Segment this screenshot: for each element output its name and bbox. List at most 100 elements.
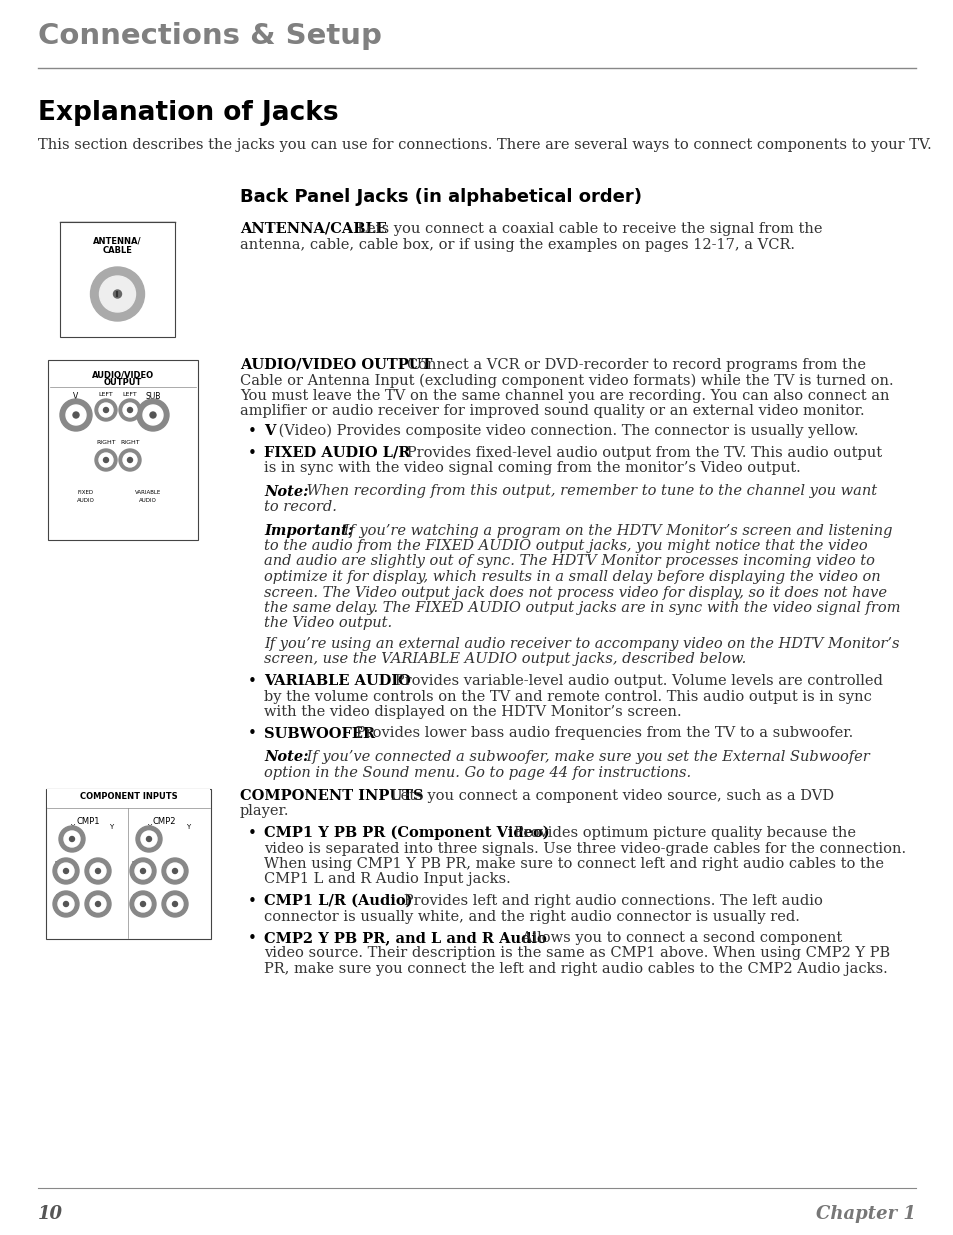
Text: OUTPUT: OUTPUT (104, 378, 142, 387)
Circle shape (135, 897, 151, 911)
Text: Provides fixed-level audio output from the TV. This audio output: Provides fixed-level audio output from t… (393, 446, 882, 459)
Text: If you’ve connected a subwoofer, make sure you set the External Subwoofer: If you’ve connected a subwoofer, make su… (302, 750, 869, 764)
Text: AUDIO: AUDIO (139, 498, 157, 503)
Text: SUBWOOFER: SUBWOOFER (264, 726, 375, 741)
Circle shape (60, 399, 91, 431)
Text: AUDIO/VIDEO OUTPUT: AUDIO/VIDEO OUTPUT (240, 358, 432, 372)
Bar (47, 789, 210, 806)
Text: When recording from this output, remember to tune to the channel you want: When recording from this output, remembe… (302, 484, 876, 499)
Circle shape (140, 902, 146, 906)
Circle shape (95, 868, 100, 873)
Circle shape (64, 831, 80, 847)
Text: PR, make sure you connect the left and right audio cables to the CMP2 Audio jack: PR, make sure you connect the left and r… (264, 962, 887, 976)
Text: L: L (172, 861, 176, 867)
Text: Provides optimum picture quality because the: Provides optimum picture quality because… (499, 826, 855, 840)
Text: CMP1 Y PB PR (Component Video): CMP1 Y PB PR (Component Video) (264, 826, 549, 840)
Text: Pb: Pb (54, 861, 63, 867)
Circle shape (172, 868, 177, 873)
Circle shape (58, 897, 74, 911)
Circle shape (58, 863, 74, 879)
Text: Lets you connect a coaxial cable to receive the signal from the: Lets you connect a coaxial cable to rece… (348, 222, 821, 236)
Circle shape (53, 858, 79, 884)
Circle shape (135, 863, 151, 879)
Text: AUDIO/VIDEO: AUDIO/VIDEO (91, 370, 153, 379)
Text: This section describes the jacks you can use for connections. There are several : This section describes the jacks you can… (38, 138, 931, 152)
Text: •: • (248, 446, 256, 461)
Circle shape (136, 826, 162, 852)
Text: Provides lower bass audio frequencies from the TV to a subwoofer.: Provides lower bass audio frequencies fr… (341, 726, 852, 741)
Text: to record.: to record. (264, 500, 336, 514)
Text: SUB: SUB (145, 391, 160, 401)
Text: player.: player. (240, 804, 289, 819)
Bar (60, 222, 174, 337)
Text: (Video) Provides composite video connection. The connector is usually yellow.: (Video) Provides composite video connect… (274, 424, 858, 438)
Text: connector is usually white, and the right audio connector is usually red.: connector is usually white, and the righ… (264, 909, 799, 924)
Text: LEFT: LEFT (98, 391, 113, 396)
Circle shape (150, 412, 156, 417)
Circle shape (85, 890, 111, 918)
Circle shape (64, 902, 69, 906)
Circle shape (91, 267, 144, 321)
Text: If you’re watching a program on the HDTV Monitor’s screen and listening: If you’re watching a program on the HDTV… (338, 524, 892, 537)
Text: FIXED AUDIO L/R: FIXED AUDIO L/R (264, 446, 410, 459)
Text: CMP1 L/R (Audio): CMP1 L/R (Audio) (264, 894, 412, 908)
Text: Chapter 1: Chapter 1 (815, 1205, 915, 1223)
Text: •: • (248, 931, 256, 946)
Text: Note:: Note: (264, 750, 308, 764)
Text: When using CMP1 Y PB PR, make sure to connect left and right audio cables to the: When using CMP1 Y PB PR, make sure to co… (264, 857, 883, 871)
Circle shape (143, 405, 163, 425)
Circle shape (128, 408, 132, 412)
Circle shape (103, 408, 109, 412)
Circle shape (95, 902, 100, 906)
Text: •: • (248, 894, 256, 909)
Bar (48, 359, 198, 540)
Circle shape (137, 399, 169, 431)
Circle shape (73, 412, 79, 417)
Text: Lets you connect a component video source, such as a DVD: Lets you connect a component video sourc… (376, 789, 833, 803)
Circle shape (90, 897, 106, 911)
Circle shape (99, 453, 112, 467)
Circle shape (123, 453, 137, 467)
Circle shape (130, 858, 156, 884)
Text: If you’re using an external audio receiver to accompany video on the HDTV Monito: If you’re using an external audio receiv… (264, 637, 899, 651)
Circle shape (123, 403, 137, 417)
Text: to the audio from the FIXED AUDIO output jacks, you might notice that the video: to the audio from the FIXED AUDIO output… (264, 538, 866, 553)
Text: Note:: Note: (264, 484, 308, 499)
Text: amplifier or audio receiver for improved sound quality or an external video moni: amplifier or audio receiver for improved… (240, 405, 863, 419)
Circle shape (162, 858, 188, 884)
Circle shape (53, 890, 79, 918)
Circle shape (64, 868, 69, 873)
Circle shape (167, 863, 183, 879)
Text: COMPONENT INPUTS: COMPONENT INPUTS (240, 789, 423, 803)
Text: CMP2: CMP2 (152, 818, 175, 826)
Text: Allows you to connect a second component: Allows you to connect a second component (507, 931, 841, 945)
Text: VARIABLE AUDIO: VARIABLE AUDIO (264, 674, 411, 688)
Text: RIGHT: RIGHT (120, 440, 140, 445)
Circle shape (103, 457, 109, 462)
Circle shape (70, 836, 74, 841)
Text: CMP1 L and R Audio Input jacks.: CMP1 L and R Audio Input jacks. (264, 872, 510, 887)
Text: antenna, cable, cable box, or if using the examples on pages 12-17, a VCR.: antenna, cable, cable box, or if using t… (240, 238, 794, 252)
Circle shape (59, 826, 85, 852)
Circle shape (119, 450, 141, 471)
Text: video is separated into three signals. Use three video-grade cables for the conn: video is separated into three signals. U… (264, 841, 905, 856)
Circle shape (66, 405, 86, 425)
Text: AUDIO: AUDIO (77, 498, 95, 503)
Text: video source. Their description is the same as CMP1 above. When using CMP2 Y PB: video source. Their description is the s… (264, 946, 889, 961)
Circle shape (95, 450, 117, 471)
Text: 10: 10 (38, 1205, 63, 1223)
Text: Connections & Setup: Connections & Setup (38, 22, 381, 49)
Text: optimize it for display, which results in a small delay before displaying the vi: optimize it for display, which results i… (264, 571, 880, 584)
Circle shape (85, 858, 111, 884)
Text: by the volume controls on the TV and remote control. This audio output is in syn: by the volume controls on the TV and rem… (264, 689, 871, 704)
Text: •: • (248, 726, 256, 741)
Text: Y: Y (147, 824, 151, 830)
Text: Provides variable-level audio output. Volume levels are controlled: Provides variable-level audio output. Vo… (380, 674, 882, 688)
Text: is in sync with the video signal coming from the monitor’s Video output.: is in sync with the video signal coming … (264, 461, 800, 475)
Circle shape (140, 868, 146, 873)
Text: Explanation of Jacks: Explanation of Jacks (38, 100, 338, 126)
Bar (46, 789, 211, 939)
Circle shape (119, 399, 141, 421)
Text: L: L (96, 861, 100, 867)
Text: Important:: Important: (264, 524, 353, 537)
